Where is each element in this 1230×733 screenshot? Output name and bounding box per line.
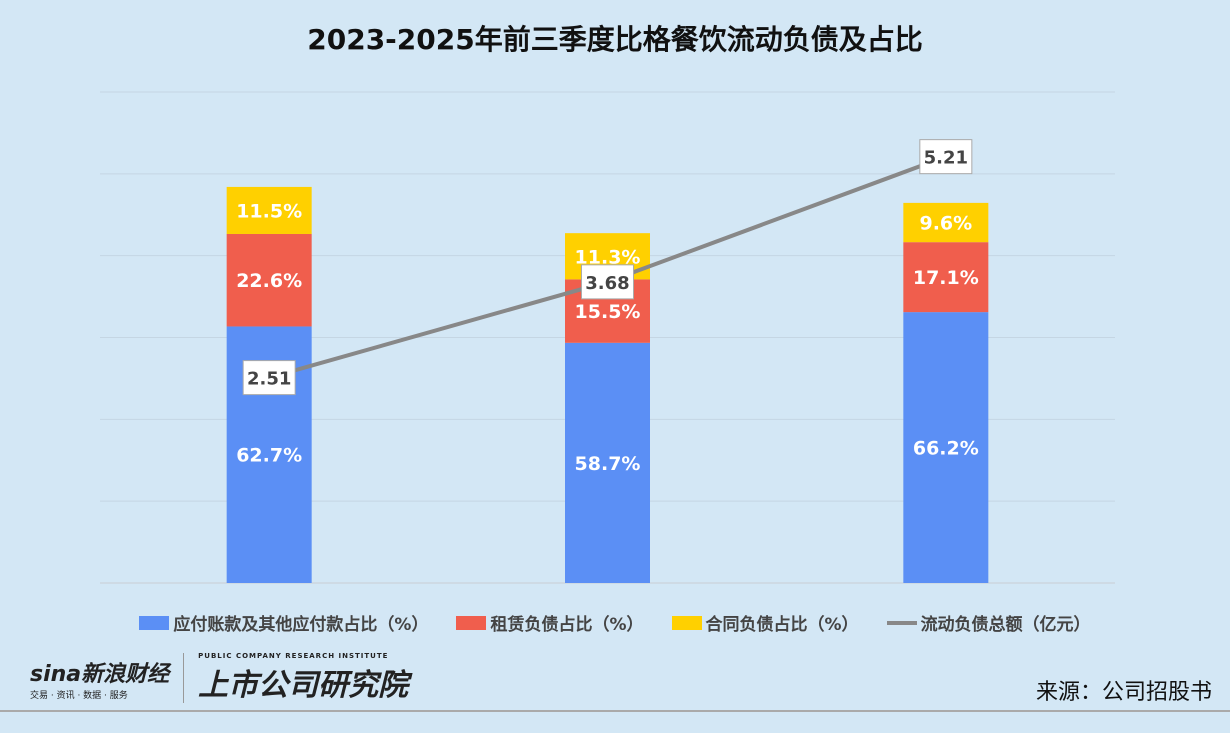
legend-swatch xyxy=(139,615,170,630)
legend-label: 流动负债总额（亿元） xyxy=(920,615,1091,635)
source-note: 来源：公司招股书 xyxy=(1035,680,1212,705)
line-data-label: 3.68 xyxy=(585,273,629,294)
bar-segment xyxy=(226,233,312,327)
data-label: 11.5% xyxy=(236,200,302,222)
bar-segment xyxy=(903,242,989,313)
legend: 应付账款及其他应付款占比（%） 租赁负债占比（%） 合同负债占比（%） 流动负债… xyxy=(0,610,1230,635)
data-label: 58.7% xyxy=(575,453,641,475)
legend-label: 应付账款及其他应付款占比（%） xyxy=(173,615,429,635)
bar-segment xyxy=(226,186,312,234)
chart-plot: 62.7% 22.6% 11.5% 58.7% 15.5% 11.3% 66.2% 17.1%… xyxy=(100,91,1115,584)
legend-item-lease: 租赁负债占比（%） xyxy=(456,610,644,635)
legend-item-total: 流动负债总额（亿元） xyxy=(886,610,1091,635)
data-label: 11.3% xyxy=(575,246,641,268)
legend-line xyxy=(886,620,917,625)
institute-logo-en: PUBLIC COMPANY RESEARCH INSTITUTE xyxy=(198,652,389,660)
data-label: 62.7% xyxy=(236,445,302,467)
legend-label: 租赁负债占比（%） xyxy=(490,615,644,635)
legend-swatch xyxy=(671,615,702,630)
data-label: 66.2% xyxy=(913,438,979,460)
bar-segment xyxy=(903,202,989,243)
institute-logo-text: 上市公司研究院 xyxy=(198,668,409,703)
sina-logo-sub: 交易 · 资讯 · 数据 · 服务 xyxy=(30,690,128,701)
sina-logo: sina新浪财经交易 · 资讯 · 数据 · 服务 xyxy=(30,656,169,701)
brand-logos: sina新浪财经交易 · 资讯 · 数据 · 服务 PUBLIC COMPANY… xyxy=(30,652,408,704)
bar-segment xyxy=(565,342,650,583)
divider xyxy=(183,653,185,703)
legend-label: 合同负债占比（%） xyxy=(705,615,859,635)
data-label: 15.5% xyxy=(575,301,641,323)
legend-item-contract: 合同负债占比（%） xyxy=(671,610,859,635)
line-label-box xyxy=(919,139,973,175)
data-label: 22.6% xyxy=(236,270,302,292)
bar-segment xyxy=(903,312,989,583)
line-data-label: 2.51 xyxy=(247,369,291,390)
legend-item-payables: 应付账款及其他应付款占比（%） xyxy=(139,610,428,635)
data-label: 17.1% xyxy=(913,267,979,289)
sina-logo-text: sina新浪财经 xyxy=(30,661,170,687)
data-label: 9.6% xyxy=(919,213,972,235)
line-data-label: 5.21 xyxy=(924,148,968,169)
divider xyxy=(0,710,1230,712)
chart-title: 2023-2025年前三季度比格餐饮流动负债及占比 xyxy=(307,23,923,56)
line-label-box xyxy=(242,360,296,396)
line-label-box xyxy=(581,264,634,300)
legend-swatch xyxy=(456,615,487,630)
institute-logo: PUBLIC COMPANY RESEARCH INSTITUTE 上市公司研究院 xyxy=(198,652,408,704)
